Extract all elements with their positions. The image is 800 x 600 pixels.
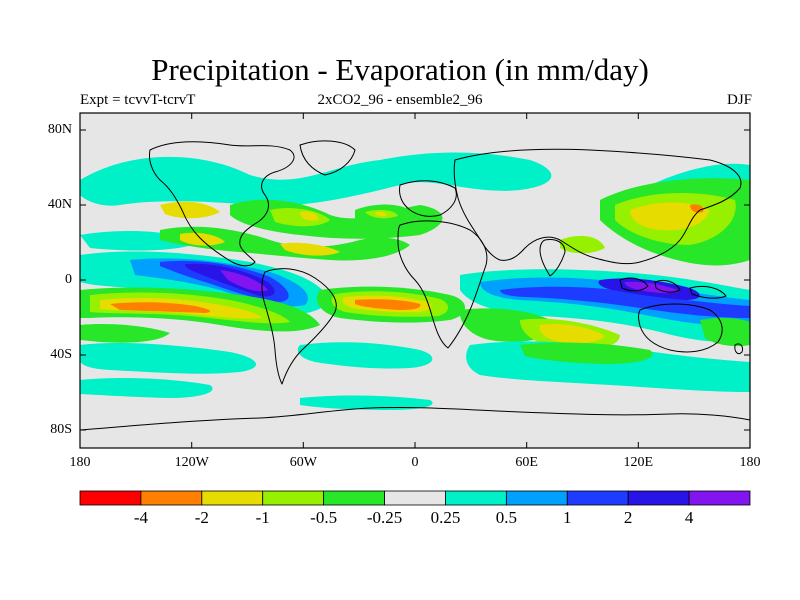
colorbar-swatch-0 bbox=[79, 490, 142, 506]
x-label-60w: 60W bbox=[289, 455, 317, 470]
contour-region-cyan bbox=[80, 377, 213, 398]
y-label-80s: 80S bbox=[50, 422, 72, 437]
season-label: DJF bbox=[726, 92, 752, 108]
x-label-60e: 60E bbox=[515, 455, 538, 470]
colorbar-swatch-4 bbox=[323, 490, 385, 506]
precip-anomaly-field bbox=[80, 152, 750, 410]
contour-region-yellow bbox=[375, 211, 387, 217]
contour-region-cyan bbox=[297, 342, 433, 369]
colorbar-swatch-8 bbox=[566, 490, 629, 506]
experiment-label: Expt = tcvvT-tcrvT bbox=[80, 92, 196, 108]
colorbar-label-8: 2 bbox=[623, 508, 633, 527]
colorbar-label-6: 0.5 bbox=[495, 508, 517, 527]
colorbar-swatch-1 bbox=[140, 490, 203, 506]
contour-region-lightgreen bbox=[560, 235, 605, 254]
y-label-equator: 0 bbox=[65, 272, 72, 287]
contour-region-cyan bbox=[80, 342, 257, 374]
axis-ticks bbox=[80, 113, 750, 448]
colorbar-label-5: 0.25 bbox=[430, 508, 461, 527]
contour-region-green bbox=[700, 317, 750, 347]
colorbar-swatch-2 bbox=[201, 490, 264, 506]
contour-region-yellow bbox=[180, 232, 225, 246]
contour-region-yellow bbox=[280, 242, 340, 256]
contour-region-orange bbox=[355, 299, 421, 310]
colorbar-label-3: -0.5 bbox=[310, 508, 338, 527]
contour-region-orange bbox=[110, 302, 211, 313]
contour-region-lightgreen bbox=[270, 208, 330, 227]
x-label-180e: 180 bbox=[739, 455, 761, 470]
contour-region-cyan bbox=[300, 395, 433, 410]
x-label-0: 0 bbox=[411, 455, 419, 470]
coastlines bbox=[79, 140, 751, 431]
contour-region-purple bbox=[220, 270, 268, 292]
contour-region-yellow bbox=[300, 211, 319, 221]
map-panel bbox=[79, 112, 751, 449]
colorbar-swatch-3 bbox=[262, 490, 325, 506]
colorbar bbox=[79, 490, 751, 506]
colorbar-swatch-7 bbox=[505, 490, 568, 506]
colorbar-swatch-6 bbox=[445, 490, 507, 506]
colorbar-label-2: -1 bbox=[255, 508, 270, 527]
contour-region-cyan bbox=[80, 152, 552, 206]
y-label-40n: 40N bbox=[47, 197, 72, 212]
x-label-120w: 120W bbox=[174, 455, 209, 470]
colorbar-swatch-10 bbox=[688, 490, 751, 506]
contour-region-yellow bbox=[160, 201, 220, 219]
colorbar-label-4: -0.25 bbox=[366, 508, 403, 527]
y-label-40s: 40S bbox=[50, 347, 72, 362]
contour-region-yellow bbox=[539, 324, 605, 344]
colorbar-label-9: 4 bbox=[684, 508, 694, 527]
ensemble-label: 2xCO2_96 - ensemble2_96 bbox=[317, 92, 483, 108]
colorbar-label-0: -4 bbox=[133, 508, 148, 527]
x-label-180w: 180 bbox=[69, 455, 91, 470]
contour-region-purple bbox=[624, 281, 680, 294]
colorbar-label-1: -2 bbox=[194, 508, 209, 527]
colorbar-label-7: 1 bbox=[563, 508, 572, 527]
colorbar-swatch-9 bbox=[627, 490, 690, 506]
map-title: Precipitation - Evaporation (in mm/day) bbox=[151, 52, 649, 87]
y-label-80n: 80N bbox=[47, 122, 72, 137]
contour-region-blue bbox=[500, 286, 750, 318]
contour-region-green bbox=[80, 323, 170, 343]
contour-region-green bbox=[520, 342, 653, 364]
colorbar-swatch-5 bbox=[384, 490, 446, 506]
contour-region-green bbox=[160, 226, 410, 261]
x-label-120e: 120E bbox=[623, 455, 654, 470]
